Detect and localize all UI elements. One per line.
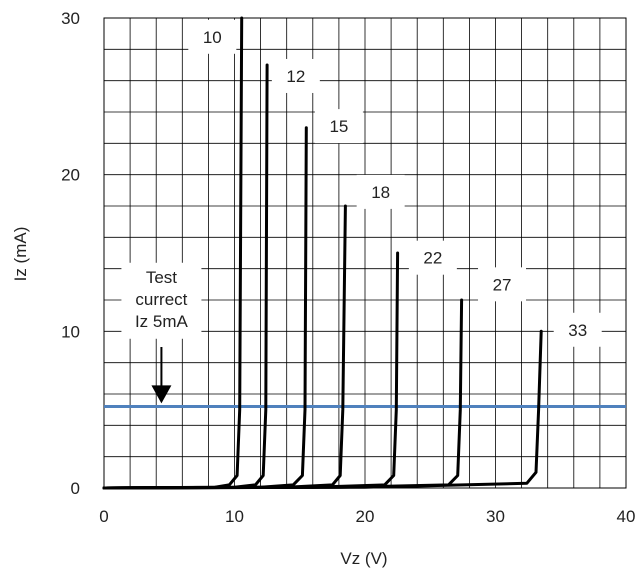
series-label-bg <box>408 240 457 275</box>
series-label-bg <box>314 109 363 144</box>
series-label-bg <box>188 19 237 54</box>
x-tick-label: 30 <box>486 507 505 526</box>
grid <box>103 17 627 489</box>
y-tick-label: 10 <box>61 322 80 341</box>
series-label-bg <box>478 267 527 302</box>
curves-layer <box>102 16 543 490</box>
series-label-bg <box>271 58 320 93</box>
series-label-12: 12 <box>286 67 305 86</box>
series-label-33: 33 <box>568 321 587 340</box>
y-axis-label: Iz (mA) <box>11 227 30 282</box>
x-axis-label: Vz (V) <box>340 549 387 568</box>
series-label-22: 22 <box>423 249 442 268</box>
annotation-layer: Test currect Iz 5mA <box>121 262 202 404</box>
x-tick-label: 0 <box>99 507 108 526</box>
x-tick-label: 10 <box>225 507 244 526</box>
annotation-line: currect <box>135 290 187 309</box>
series-labels-layer: 10 12 15 18 22 27 33 <box>188 19 602 347</box>
y-tick-label: 30 <box>61 9 80 28</box>
series-label-27: 27 <box>493 275 512 294</box>
annotation-line: Test <box>146 268 177 287</box>
tick-labels-layer: 0 10 20 30 40 0 10 20 30 <box>61 9 635 526</box>
series-label-bg <box>553 312 602 347</box>
zener-curve-33 <box>102 329 543 490</box>
series-label-10: 10 <box>203 28 222 47</box>
series-label-18: 18 <box>371 183 390 202</box>
annotation-arrow-head <box>151 385 172 404</box>
x-tick-label: 40 <box>617 507 636 526</box>
annotation-bg <box>121 262 202 339</box>
series-label-15: 15 <box>329 117 348 136</box>
y-tick-label: 20 <box>61 166 80 185</box>
x-tick-label: 20 <box>356 507 375 526</box>
series-label-bg <box>356 174 405 209</box>
annotation-line: Iz 5mA <box>135 312 189 331</box>
y-tick-label: 0 <box>71 479 80 498</box>
